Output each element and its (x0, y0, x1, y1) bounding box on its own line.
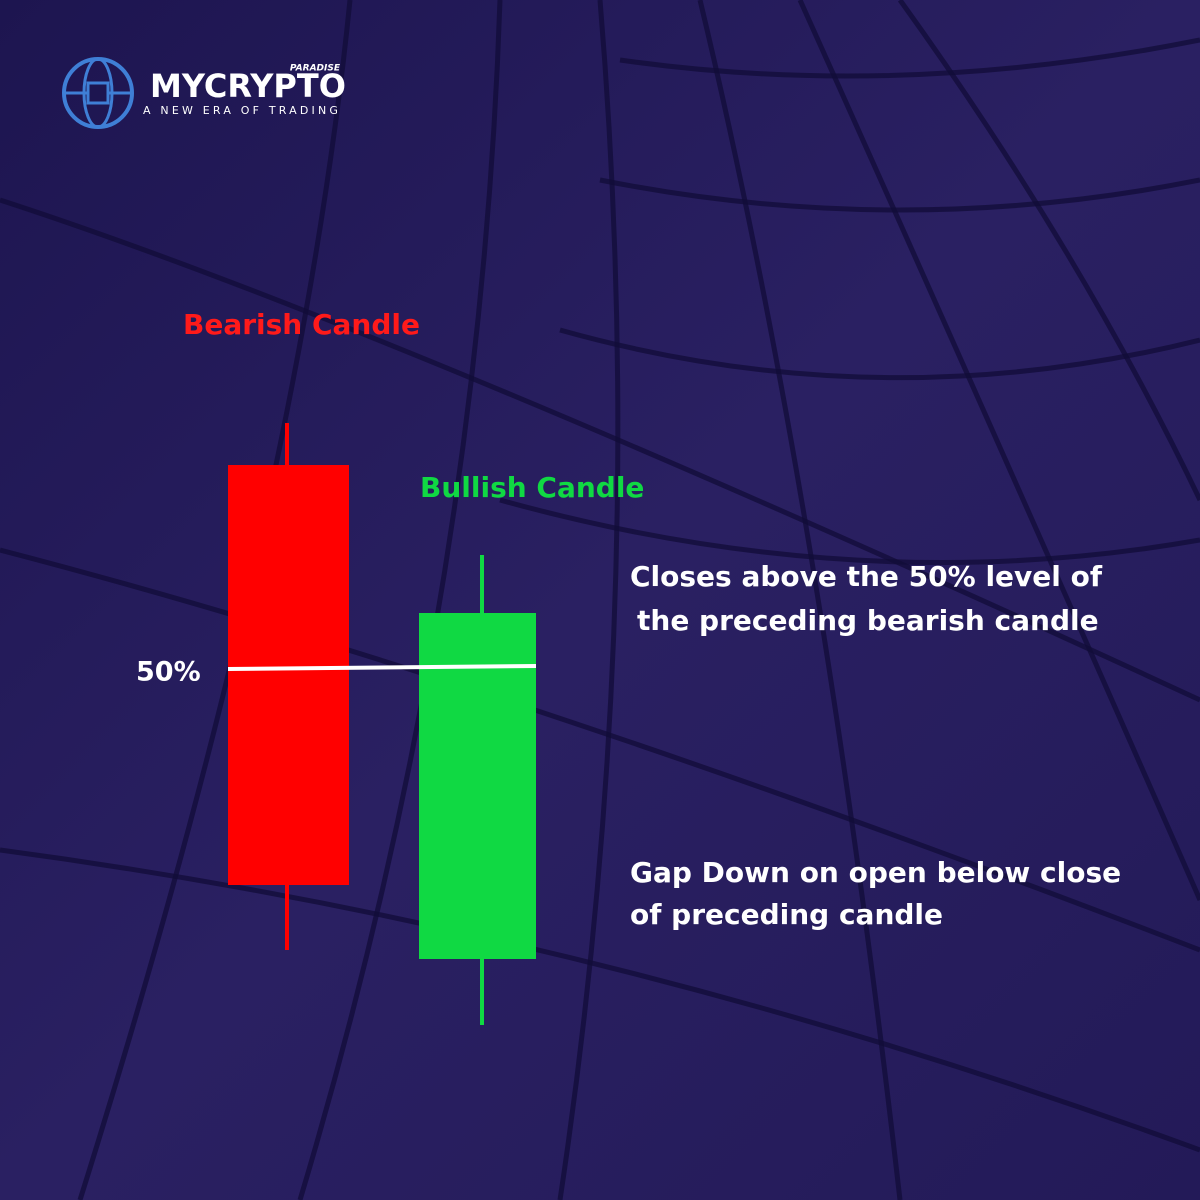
logo-tagline: A NEW ERA OF TRADING (143, 104, 341, 117)
candle-body (228, 465, 349, 885)
logo: MYCRYPTO PARADISE A NEW ERA OF TRADING (62, 57, 346, 129)
bullish-label: Bullish Candle (420, 471, 644, 504)
logo-name: MYCRYPTO (150, 67, 346, 105)
fifty-percent-line (227, 664, 537, 671)
logo-chip (86, 81, 110, 105)
level-label: 50% (136, 657, 201, 688)
bearish-label: Bearish Candle (183, 308, 420, 341)
annotation-line: the preceding bearish candle (637, 604, 1099, 637)
annotation-line: Closes above the 50% level of (630, 560, 1103, 593)
candle-body (419, 613, 536, 959)
annotation-line: of preceding candle (630, 898, 943, 931)
logo-badge: PARADISE (290, 64, 341, 74)
bearish-candle (228, 423, 349, 950)
annotation-line: Gap Down on open below close (630, 856, 1121, 889)
bullish-candle (419, 555, 536, 1025)
